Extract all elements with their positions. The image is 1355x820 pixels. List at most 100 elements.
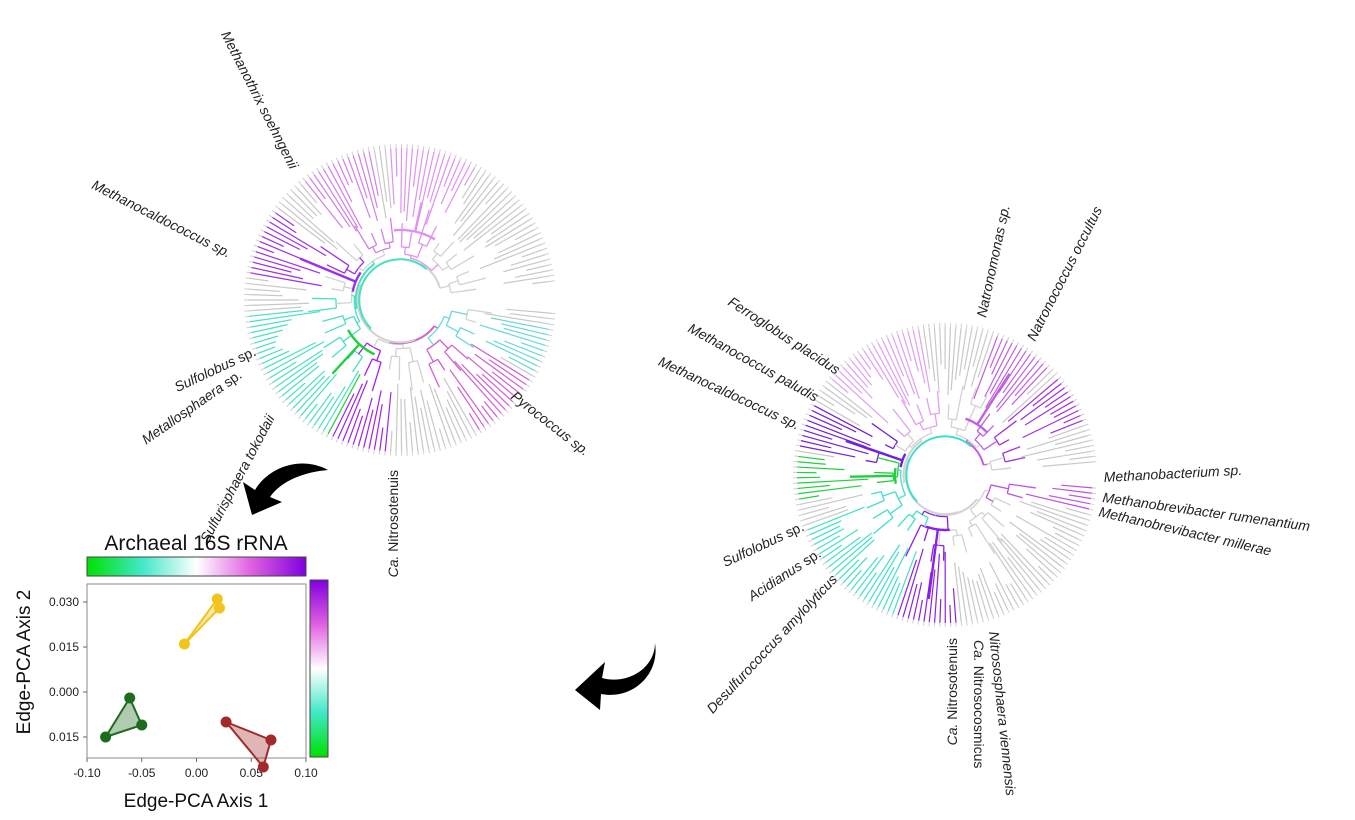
- tree-leaf-branch: [1019, 533, 1062, 567]
- tree-leaf-branch: [288, 195, 314, 220]
- tree-internal-branch: [455, 335, 475, 349]
- tree-internal-branch: [911, 510, 918, 518]
- tree-tip-tick: [293, 184, 298, 189]
- tree-tip-tick: [966, 621, 968, 626]
- tree-internal-branch: [983, 440, 998, 451]
- tree-leaf-branch: [257, 245, 275, 254]
- tree-leaf-branch: [384, 392, 392, 452]
- tree-leaf-branch: [395, 148, 398, 177]
- tree-leaf-branch: [444, 164, 471, 214]
- tree-tip-tick: [798, 433, 803, 436]
- tree-tip-tick: [797, 439, 802, 442]
- tree-leaf-branch: [454, 360, 502, 414]
- tree-internal-branch: [448, 280, 459, 285]
- tree-tip-tick: [543, 350, 548, 353]
- tree-leaf-branch: [1009, 521, 1065, 563]
- tree-leaf-branch: [971, 579, 983, 619]
- label-nitrosotenuis-right: Ca. Nitrosotenuis: [944, 638, 960, 745]
- tree-leaf-branch: [912, 330, 926, 384]
- tree-tip-tick: [815, 393, 820, 397]
- tree-tip-tick: [1046, 364, 1051, 369]
- tree-leaf-branch: [368, 390, 382, 449]
- tree-leaf-branch: [1025, 493, 1090, 510]
- tree-leaf-branch: [269, 361, 297, 379]
- tree-leaf-branch: [963, 330, 978, 390]
- tree-leaf-branch: [822, 544, 843, 559]
- tree-internal-branch: [923, 517, 929, 527]
- tree-leaf-branch: [281, 203, 338, 250]
- tree-leaf-branch: [503, 259, 547, 273]
- tree-leaf-branch: [248, 288, 280, 292]
- tree-internal-branch: [1002, 446, 1021, 454]
- tree-tip-tick: [534, 370, 539, 373]
- tree-leaf-branch: [977, 334, 993, 378]
- tree-leaf-branch: [426, 400, 440, 447]
- tree-leaf-branch: [797, 466, 845, 471]
- tree-leaf-branch: [991, 340, 1008, 375]
- colorbar-vertical: [309, 579, 329, 758]
- tree-tip-tick: [822, 562, 826, 566]
- tree-internal-branch: [388, 355, 393, 370]
- tree-leaf-branch: [254, 335, 279, 344]
- tree-leaf-branch: [309, 177, 326, 200]
- tree-tip-tick: [1025, 598, 1029, 603]
- tree-leaf-branch: [288, 370, 325, 405]
- tree-internal-branch: [901, 399, 917, 425]
- tree-leaf-branch: [1048, 424, 1085, 439]
- tree-tip-tick: [522, 388, 527, 392]
- data-point: [136, 719, 148, 731]
- tree-internal-branch: [403, 247, 406, 255]
- tree-tip-tick: [247, 266, 252, 268]
- tree-leaf-branch: [420, 407, 430, 450]
- tree-internal-branch: [420, 262, 423, 265]
- tree-tip-tick: [896, 330, 899, 335]
- tree-internal-branch: [444, 351, 462, 372]
- tree-internal-branch: [919, 422, 924, 431]
- tree-tip-tick: [500, 413, 505, 417]
- tree-internal-branch: [865, 459, 877, 464]
- tree-leaf-branch: [249, 310, 321, 323]
- tree-tip-tick: [1073, 398, 1077, 402]
- label-methanococcus-paludis: Methanococcus paludis: [686, 320, 822, 405]
- tree-leaf-branch: [877, 548, 909, 608]
- tree-tip-tick: [866, 344, 870, 349]
- tree-leaf-branch: [1068, 494, 1092, 500]
- tree-leaf-branch: [947, 327, 952, 395]
- tree-leaf-branch: [373, 403, 383, 450]
- tree-tip-tick: [492, 420, 496, 424]
- tree-tip-tick: [546, 339, 551, 342]
- tree-internal-branch: [382, 249, 386, 256]
- tree-leaf-branch: [332, 393, 355, 437]
- tree-tip-tick: [1087, 513, 1092, 516]
- tree-leaf-branch: [835, 539, 875, 576]
- tree-internal-branch: [394, 348, 397, 357]
- tree-tip-tick: [1011, 339, 1015, 344]
- tree-tip-tick: [428, 146, 430, 151]
- tree-internal-branch: [372, 246, 377, 254]
- tree-internal-branch: [450, 290, 466, 294]
- tree-tip-tick: [1006, 608, 1010, 614]
- tree-leaf-branch: [1052, 487, 1092, 494]
- tree-internal-branch: [896, 428, 905, 438]
- tree-tip-tick: [861, 347, 865, 352]
- tree-internal-branch: [982, 425, 995, 437]
- tree-tip-tick: [488, 423, 492, 428]
- tree-highlight-arc: [393, 228, 436, 241]
- tree-internal-branch: [919, 438, 923, 442]
- tree-leaf-branch: [428, 383, 451, 444]
- tree-tip-tick: [298, 415, 302, 419]
- tree-tip-tick: [794, 449, 800, 452]
- x-tick-label: -0.10: [73, 766, 101, 780]
- tree-internal-branch: [324, 323, 347, 334]
- tree-leaf-branch: [1050, 419, 1083, 434]
- tree-leaf-branch: [508, 356, 535, 372]
- tree-leaf-branch: [831, 536, 873, 572]
- tree-leaf-branch: [933, 327, 940, 393]
- tree-tip-tick: [311, 425, 315, 429]
- tree-tip-tick: [1064, 384, 1069, 389]
- tree-internal-branch: [388, 242, 391, 249]
- tree-leaf-branch: [816, 535, 841, 550]
- tree-leaf-branch: [521, 248, 544, 258]
- tree-internal-branch: [969, 509, 977, 518]
- tree-leaf-branch: [272, 216, 297, 234]
